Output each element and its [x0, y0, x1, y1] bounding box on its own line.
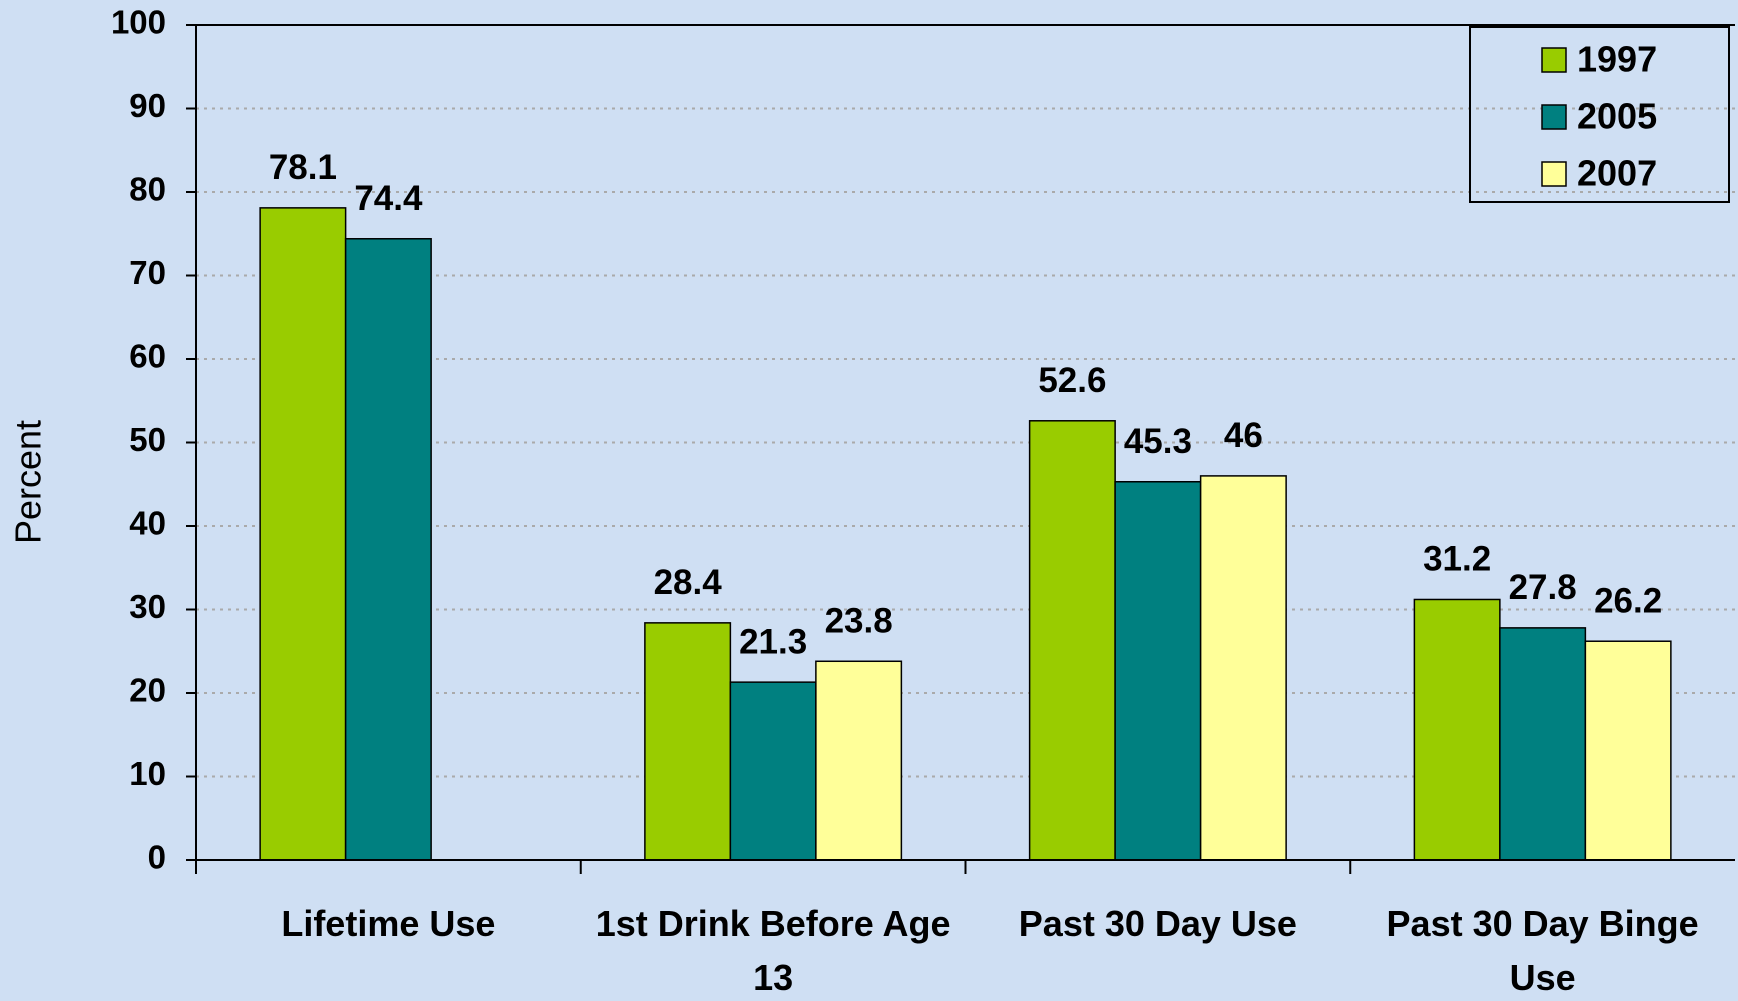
data-label: 74.4	[354, 179, 423, 218]
y-tick-label: 50	[129, 421, 166, 458]
data-label: 26.2	[1594, 581, 1662, 620]
x-tick-label: 1st Drink Before Age 13	[595, 903, 951, 998]
y-tick-label: 0	[148, 839, 166, 876]
data-label: 23.8	[825, 602, 893, 641]
bar	[344, 238, 432, 861]
x-tick-label: Past 30 Day Binge Use	[1386, 903, 1699, 998]
legend-swatch	[1541, 47, 1567, 73]
data-label: 52.6	[1038, 361, 1106, 400]
data-label: 46	[1224, 416, 1263, 455]
data-label: 21.3	[739, 622, 807, 661]
bar	[1114, 480, 1202, 861]
bar	[815, 660, 903, 861]
legend-swatch	[1541, 104, 1567, 130]
bar	[644, 622, 732, 861]
y-tick-label: 80	[129, 171, 166, 208]
y-axis-label: Percent	[8, 420, 49, 544]
x-tick-label: Lifetime Use	[281, 903, 496, 944]
y-tick-label: 60	[129, 338, 166, 375]
y-tick-label: 40	[129, 505, 166, 542]
y-tick-label: 70	[129, 254, 166, 291]
legend-swatch	[1541, 161, 1567, 187]
bar	[1199, 475, 1287, 861]
bar	[729, 681, 817, 861]
legend-box	[1469, 26, 1730, 203]
x-tick-label: Past 30 Day Use	[1018, 903, 1297, 944]
data-label: 78.1	[269, 148, 337, 187]
data-label: 31.2	[1423, 540, 1491, 579]
bar	[1413, 598, 1501, 861]
legend-label: 2005	[1577, 96, 1657, 137]
data-label: 45.3	[1124, 422, 1192, 461]
y-tick-label: 20	[129, 672, 166, 709]
data-label: 28.4	[654, 563, 723, 602]
legend-label: 1997	[1577, 39, 1657, 80]
bar	[1499, 627, 1587, 861]
bar	[1028, 420, 1116, 861]
y-tick-label: 100	[111, 4, 166, 41]
bar	[1584, 640, 1672, 861]
y-tick-label: 90	[129, 87, 166, 124]
bar	[259, 207, 347, 861]
data-label: 27.8	[1509, 568, 1577, 607]
y-tick-label: 10	[129, 755, 166, 792]
legend-label: 2007	[1577, 153, 1657, 194]
y-tick-label: 30	[129, 588, 166, 625]
